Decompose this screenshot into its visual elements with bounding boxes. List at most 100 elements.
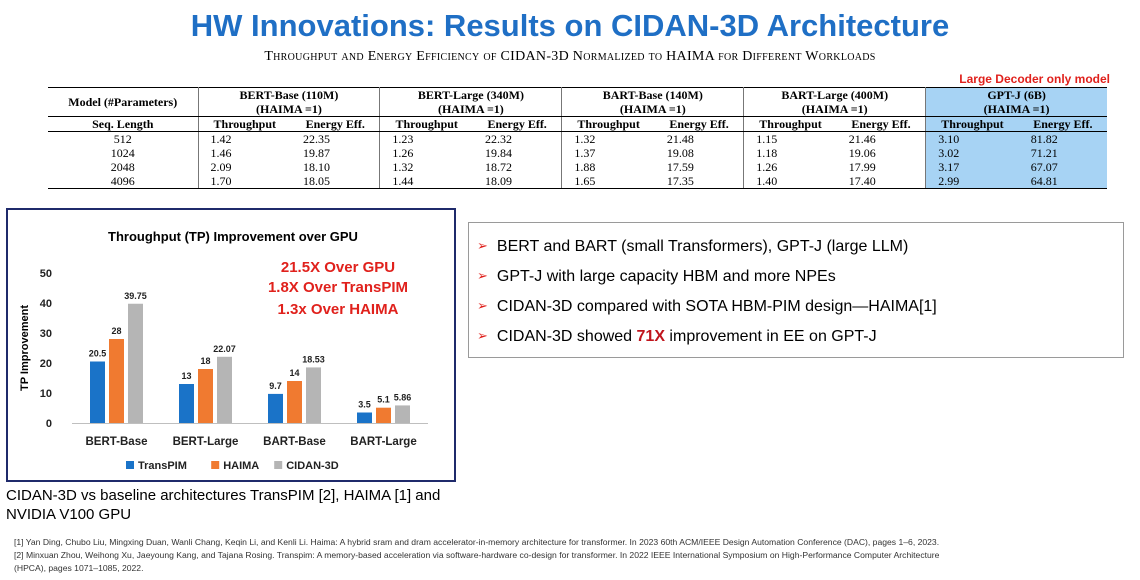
bar-value-label: 18.53 — [302, 354, 325, 364]
bar-value-label: 9.7 — [269, 381, 282, 391]
chart-title: Throughput (TP) Improvement over GPU — [108, 229, 358, 244]
bar-transpim — [179, 384, 194, 423]
energy-eff-cell: 21.48 — [654, 131, 745, 146]
bar-value-label: 3.5 — [358, 400, 371, 410]
energy-eff-cell: 17.99 — [836, 160, 927, 174]
throughput-cell: 1.26 — [392, 146, 414, 160]
reference-item: (HPCA), pages 1071–1085, 2022. — [14, 563, 144, 573]
throughput-cell: 1.88 — [574, 160, 596, 174]
metric-throughput: Throughput — [743, 116, 837, 132]
throughput-cell: 3.17 — [925, 160, 1019, 174]
chart-caption: CIDAN-3D vs baseline architectures Trans… — [6, 487, 441, 523]
throughput-cell: 1.15 — [756, 132, 778, 146]
arrow-bullet-icon: ➢ — [477, 238, 488, 253]
throughput-cell: 1.70 — [198, 174, 292, 189]
bar-value-label: 13 — [181, 371, 191, 381]
arrow-bullet-icon: ➢ — [477, 268, 488, 283]
energy-eff-cell: 19.84 — [472, 146, 563, 160]
model-header-bert-large: BERT-Large (340M) (HAIMA =1) — [379, 87, 563, 117]
speedup-annotation: 1.3x Over HAIMA — [278, 301, 399, 318]
legend-swatch-cidan-3d — [274, 461, 283, 469]
bullet-list: ➢ BERT and BART (small Transformers), GPT… — [468, 222, 1124, 358]
table-row: 1024 1.46 19.87 1.26 19.84 1.37 19.08 1.18 19.06… — [48, 146, 1107, 160]
y-tick-label: 40 — [40, 298, 52, 310]
bar-value-label: 14 — [289, 368, 299, 378]
throughput-cell: 1.37 — [574, 146, 596, 160]
arrow-bullet-icon: ➢ — [477, 328, 488, 343]
results-table: Model (#Parameters) BERT-Base (110M) (HA… — [48, 87, 1107, 189]
bullet-text: CIDAN-3D compared with SOTA HBM-PIM desi… — [496, 298, 937, 315]
slide-title: HW Innovations: Results on CIDAN-3D Arch… — [190, 8, 950, 43]
energy-eff-cell: 81.82 — [1018, 131, 1107, 146]
x-category-label: BERT-Large — [173, 436, 239, 448]
energy-eff-cell: 18.05 — [291, 174, 381, 189]
throughput-cell: 1.65 — [561, 174, 655, 189]
table-header-row: Model (#Parameters) BERT-Base (110M) (HA… — [48, 87, 1107, 117]
bullet-item: ➢ BERT and BART (small Transformers), GPT… — [477, 232, 1123, 262]
throughput-bar-chart: Throughput (TP) Improvement over GPU 0 10 2… — [19, 229, 428, 472]
throughput-cell: 1.40 — [743, 174, 837, 189]
energy-eff-cell: 19.06 — [836, 146, 927, 160]
model-name: GPT-J (6B) — [987, 88, 1046, 102]
energy-eff-cell: 22.35 — [291, 131, 381, 146]
metric-energy: Energy Eff. — [654, 116, 745, 132]
bar-cidan-3d — [395, 405, 410, 423]
bar-transpim — [268, 393, 283, 423]
seq-length-cell: 1024 — [48, 146, 199, 160]
table-row: 4096 1.70 18.05 1.44 18.09 1.65 17.35 1.40 17.40… — [48, 174, 1107, 189]
bar-value-label: 18 — [200, 356, 210, 366]
energy-eff-cell: 17.35 — [654, 174, 745, 189]
energy-eff-cell: 19.87 — [291, 146, 381, 160]
table-row: 512 1.42 22.35 1.23 22.32 1.32 21.48 1.15 21.46 3… — [48, 131, 1107, 146]
energy-eff-cell: 21.46 — [836, 131, 927, 146]
speedup-annotation: 21.5X Over GPU — [281, 259, 395, 276]
bar-haima — [287, 381, 302, 423]
energy-eff-cell: 67.07 — [1018, 160, 1107, 174]
throughput-cell: 1.44 — [379, 174, 473, 189]
arrow-bullet-icon: ➢ — [477, 298, 488, 313]
speedup-annotation: 1.8X Over TransPIM — [268, 279, 408, 296]
metric-energy: Energy Eff. — [1018, 116, 1107, 132]
legend-label: TransPIM — [138, 460, 187, 472]
bar-haima — [376, 407, 391, 423]
bar-cidan-3d — [306, 367, 321, 423]
model-header: Model (#Parameters) — [48, 87, 199, 117]
bar-value-label: 22.07 — [213, 344, 236, 354]
reference-item: [1] Yan Ding, Chubo Liu, Mingxing Duan, … — [14, 537, 940, 547]
bar-value-label: 20.5 — [89, 349, 107, 359]
metric-throughput: Throughput — [379, 116, 473, 132]
metric-energy: Energy Eff. — [472, 116, 563, 132]
y-axis-label: TP Improvement — [19, 305, 31, 391]
throughput-cell: 1.32 — [392, 160, 414, 174]
y-tick-label: 20 — [40, 358, 52, 370]
chart-panel: Throughput (TP) Improvement over GPU 0 10 2… — [6, 208, 456, 482]
x-category-label: BART-Base — [263, 436, 326, 448]
energy-eff-cell: 71.21 — [1018, 146, 1107, 160]
throughput-cell: 1.18 — [756, 146, 778, 160]
model-norm: (HAIMA =1) — [801, 102, 868, 116]
legend-label: HAIMA — [223, 460, 259, 472]
model-name: BERT-Base (110M) — [239, 88, 339, 102]
energy-eff-cell: 17.59 — [654, 160, 745, 174]
bullet-item: ➢ CIDAN-3D showed 71X improvement in EE o… — [477, 322, 1123, 352]
decoder-only-note: Large Decoder only model — [959, 72, 1110, 86]
metric-throughput: Throughput — [925, 116, 1019, 132]
y-tick-label: 30 — [40, 328, 52, 340]
y-tick-label: 50 — [40, 268, 52, 280]
bar-value-label: 5.1 — [377, 395, 390, 405]
y-tick-label: 10 — [40, 388, 52, 400]
model-header-gpt-j: GPT-J (6B) (HAIMA =1) — [925, 87, 1107, 117]
throughput-cell: 1.46 — [210, 146, 232, 160]
bullet-text-pre: CIDAN-3D showed — [496, 328, 637, 345]
bar-haima — [198, 369, 213, 423]
throughput-cell: 2.99 — [925, 174, 1019, 189]
energy-eff-cell: 18.72 — [472, 160, 563, 174]
legend-swatch-haima — [211, 461, 220, 469]
bullet-text: GPT-J with large capacity HBM and more N… — [496, 268, 836, 285]
x-category-label: BERT-Base — [86, 436, 148, 448]
legend-swatch-transpim — [126, 461, 134, 469]
energy-eff-cell: 19.08 — [654, 146, 745, 160]
throughput-cell: 2.09 — [210, 160, 232, 174]
model-name: BART-Large (400M) — [781, 88, 889, 102]
energy-eff-cell: 64.81 — [1018, 174, 1107, 189]
